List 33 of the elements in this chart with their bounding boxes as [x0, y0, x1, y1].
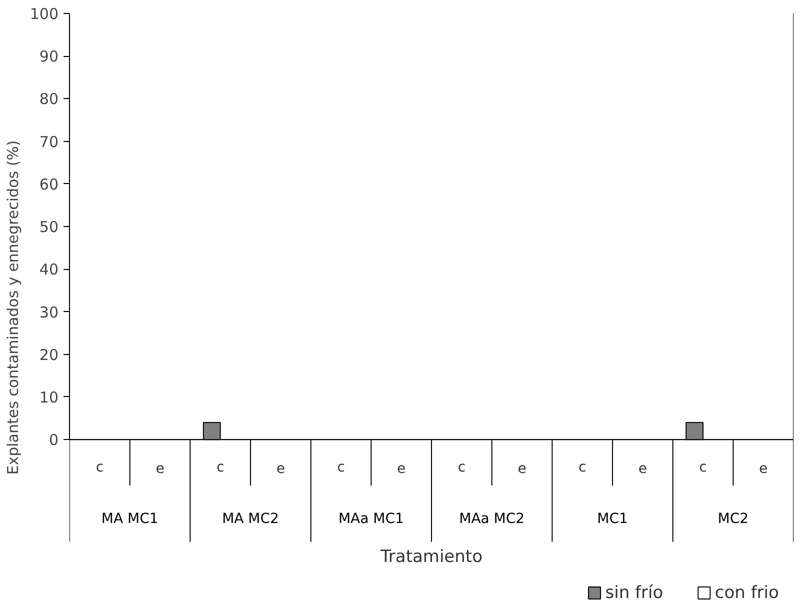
y-tick-label: 40 [39, 260, 59, 279]
x-tick-label: e [759, 460, 768, 477]
legend-label: sin frío [605, 582, 664, 603]
y-tick-label: 10 [39, 388, 59, 406]
y-tick-label: 20 [39, 346, 59, 364]
y-tick-label: 90 [39, 48, 59, 66]
x-tick-label: e [397, 460, 406, 477]
x-tick-label: e [638, 460, 647, 477]
x-tick-label: c [578, 459, 586, 476]
x-tick-label: c [96, 459, 104, 476]
y-tick-label: 0 [48, 431, 59, 450]
legend-label: con frio [714, 582, 779, 603]
x-tick-label: e [276, 460, 285, 477]
x-tick-label: c [699, 459, 707, 476]
text: MAa MC2 [459, 510, 525, 527]
text: MA MC1 [101, 510, 158, 527]
y-tick-label: 100 [30, 5, 59, 23]
x-tick-label: c [458, 459, 466, 476]
x-tick-label: c [337, 459, 345, 476]
x-tick-label: e [156, 460, 164, 477]
y-tick-label: 80 [39, 90, 59, 108]
y-tick-label: 50 [39, 218, 59, 236]
text: MA MC2 [222, 510, 279, 527]
text: MC1 [597, 510, 628, 527]
y-tick-label: 70 [39, 132, 59, 151]
text: MAa MC1 [338, 510, 404, 527]
text: MC2 [718, 510, 749, 527]
y-axis-title: Explantes contaminados y ennegrecidos (%) [4, 140, 22, 475]
y-tick-label: 30 [39, 303, 59, 322]
x-tick-label: c [216, 459, 224, 476]
x-tick-label: e [518, 460, 526, 477]
x-axis-title: Tratamiento [380, 546, 482, 567]
y-tick-label: 60 [39, 175, 59, 194]
